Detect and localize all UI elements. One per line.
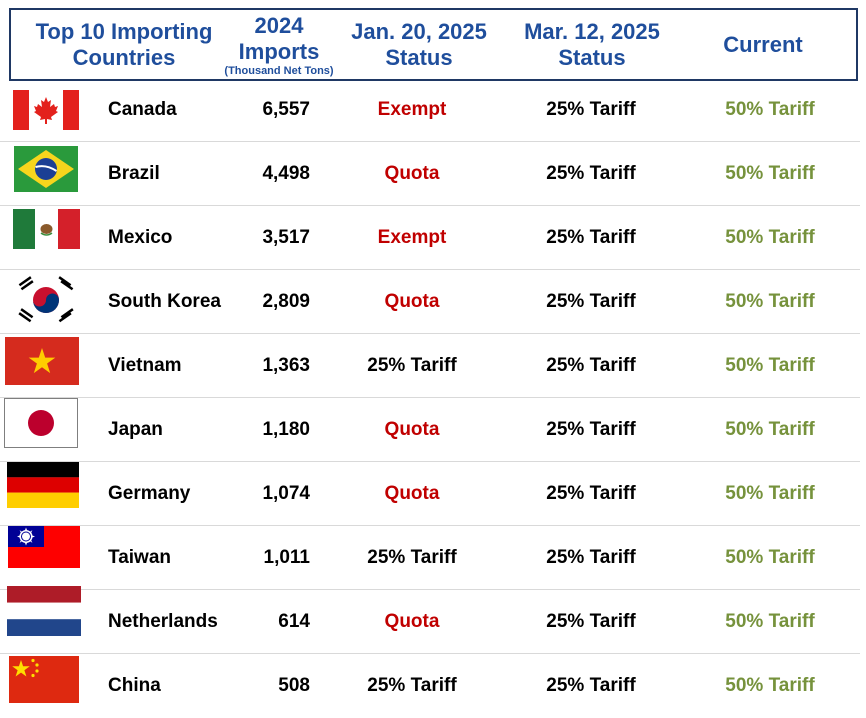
header-jan-line1: Jan. 20, 2025 (351, 18, 487, 44)
header-mar: Mar. 12, 2025 Status (512, 10, 672, 79)
country-name: Taiwan (108, 546, 171, 568)
table-row: China 508 25% Tariff 25% Tariff 50% Tari… (0, 654, 860, 718)
header-mar-line1: Mar. 12, 2025 (524, 18, 660, 44)
brazil-flag-icon (14, 146, 78, 192)
header-country: Top 10 Importing Countries (19, 10, 229, 79)
current-status: 50% Tariff (725, 162, 815, 184)
country-name: South Korea (108, 290, 221, 312)
mar-status: 25% Tariff (546, 610, 636, 632)
jan-status: Quota (384, 610, 440, 632)
current-status: 50% Tariff (725, 226, 815, 248)
jan-status: Quota (384, 290, 440, 312)
mar-status: 25% Tariff (546, 482, 636, 504)
table-row: Germany 1,074 Quota 25% Tariff 50% Tarif… (0, 462, 860, 526)
header-imports: 2024 Imports (Thousand Net Tons) (209, 10, 349, 79)
table-row: Mexico 3,517 Exempt 25% Tariff 50% Tarif… (0, 206, 860, 270)
header-imports-line1: 2024 (254, 12, 304, 38)
japan-flag-icon (4, 398, 78, 448)
netherlands-flag-icon (7, 586, 81, 636)
imports-value: 614 (278, 610, 310, 632)
imports-value: 4,498 (262, 162, 310, 184)
country-name: Japan (108, 418, 163, 440)
taiwan-flag-icon (8, 526, 80, 568)
imports-value: 2,809 (262, 290, 310, 312)
mar-status: 25% Tariff (546, 354, 636, 376)
imports-value: 1,180 (262, 418, 310, 440)
mar-status: 25% Tariff (546, 418, 636, 440)
china-flag-icon (9, 656, 79, 703)
jan-status: 25% Tariff (367, 546, 457, 568)
current-status: 50% Tariff (725, 418, 815, 440)
current-status: 50% Tariff (725, 98, 815, 120)
country-name: China (108, 674, 161, 696)
mar-status: 25% Tariff (546, 162, 636, 184)
table-row: South Korea 2,809 Quota 25% Tariff 50% T… (0, 270, 860, 334)
south-korea-flag-icon (14, 270, 78, 330)
mexico-flag-icon (13, 209, 80, 249)
country-name: Brazil (108, 162, 160, 184)
current-status: 50% Tariff (725, 674, 815, 696)
current-status: 50% Tariff (725, 610, 815, 632)
imports-value: 3,517 (262, 226, 310, 248)
mar-status: 25% Tariff (546, 674, 636, 696)
header-country-line1: Top 10 Importing (35, 18, 213, 44)
header-jan: Jan. 20, 2025 Status (339, 10, 499, 79)
table-row: Japan 1,180 Quota 25% Tariff 50% Tariff (0, 398, 860, 462)
current-status: 50% Tariff (725, 290, 815, 312)
canada-flag-icon (13, 90, 79, 130)
jan-status: Quota (384, 162, 440, 184)
table-row: Canada 6,557 Exempt 25% Tariff 50% Tarif… (0, 78, 860, 142)
table-row: Brazil 4,498 Quota 25% Tariff 50% Tariff (0, 142, 860, 206)
jan-status: 25% Tariff (367, 354, 457, 376)
country-name: Vietnam (108, 354, 182, 376)
header-imports-unit: (Thousand Net Tons) (224, 64, 334, 77)
current-status: 50% Tariff (725, 546, 815, 568)
mar-status: 25% Tariff (546, 98, 636, 120)
imports-value: 508 (278, 674, 310, 696)
header-country-line2: Countries (72, 44, 176, 70)
mar-status: 25% Tariff (546, 546, 636, 568)
country-name: Netherlands (108, 610, 218, 632)
current-status: 50% Tariff (725, 482, 815, 504)
imports-value: 1,011 (263, 546, 311, 568)
header-imports-line2: Imports (238, 38, 320, 64)
jan-status: Exempt (377, 98, 447, 120)
current-status: 50% Tariff (725, 354, 815, 376)
imports-value: 6,557 (262, 98, 310, 120)
vietnam-flag-icon (5, 337, 79, 385)
imports-value: 1,363 (262, 354, 310, 376)
imports-value: 1,074 (262, 482, 310, 504)
mar-status: 25% Tariff (546, 226, 636, 248)
country-name: Germany (108, 482, 191, 504)
jan-status: 25% Tariff (367, 674, 457, 696)
mar-status: 25% Tariff (546, 290, 636, 312)
header-current-label: Current (723, 31, 803, 57)
germany-flag-icon (7, 462, 79, 508)
table-row: Taiwan 1,011 25% Tariff 25% Tariff 50% T… (0, 526, 860, 590)
header-mar-line2: Status (558, 44, 626, 70)
country-name: Canada (108, 98, 177, 120)
header-current: Current (683, 10, 843, 79)
table-row: Netherlands 614 Quota 25% Tariff 50% Tar… (0, 586, 860, 654)
header-jan-line2: Status (385, 44, 453, 70)
country-name: Mexico (108, 226, 173, 248)
table-header: Top 10 Importing Countries 2024 Imports … (9, 8, 858, 81)
jan-status: Exempt (377, 226, 447, 248)
jan-status: Quota (384, 418, 440, 440)
table-row: Vietnam 1,363 25% Tariff 25% Tariff 50% … (0, 334, 860, 398)
jan-status: Quota (384, 482, 440, 504)
